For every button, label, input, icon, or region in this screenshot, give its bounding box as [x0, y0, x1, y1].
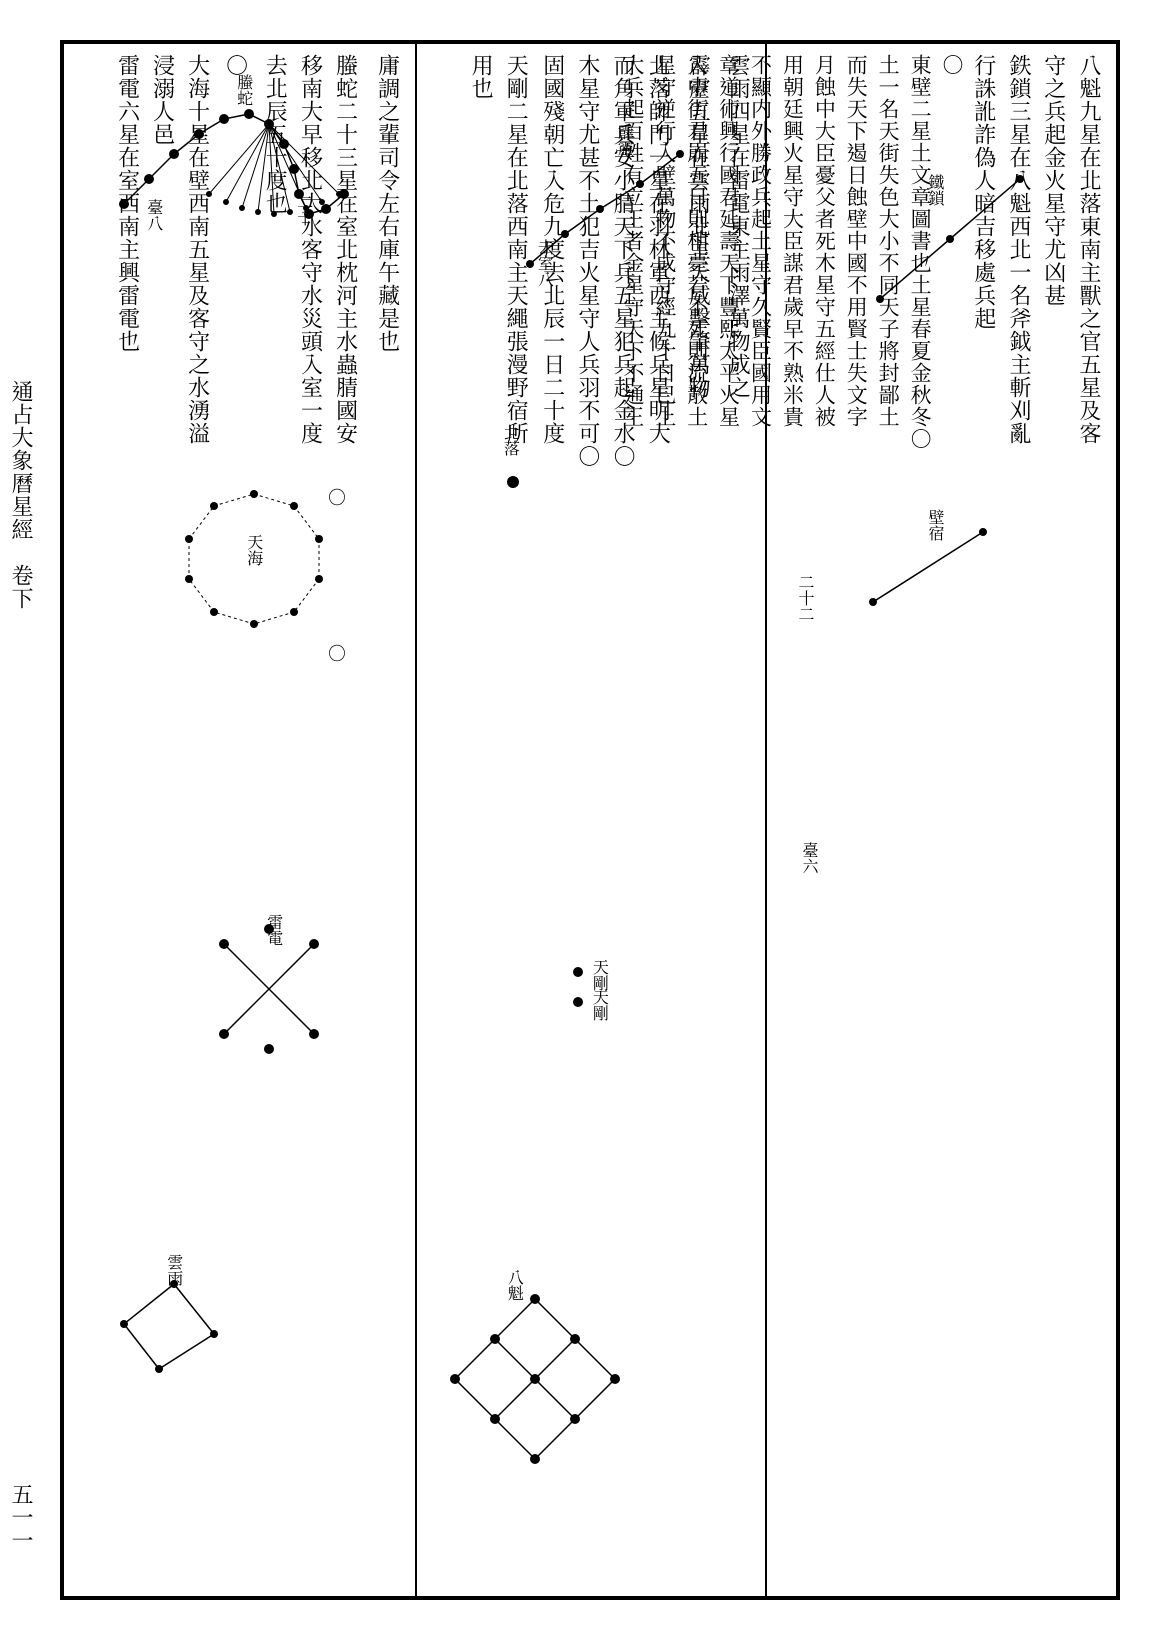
leidian-caption: 雷電: [264, 914, 285, 946]
page: 通占大象曆星經 卷下 五一一 庸調之輩司令左右庫午藏是也 螣蛇 臺八 二十 螣蛇…: [0, 0, 1164, 1652]
yunyu-asterism: [114, 1274, 224, 1384]
circle-mark-top: ○: [328, 484, 346, 510]
tiangang-caption1: 天剛: [590, 959, 611, 991]
bakui-asterism: [445, 1294, 625, 1474]
col2-text-4: 天剛二星在北落西南主天繩張漫野宿所 用也: [465, 54, 535, 614]
col1-text-1: 庸調之輩司令左右庫午藏是也: [371, 54, 406, 484]
running-title: 通占大象曆星經 卷下: [10, 380, 40, 610]
content-frame: 庸調之輩司令左右庫午藏是也 螣蛇 臺八 二十 螣蛇二十三星在室北枕河主水蟲腈國安…: [60, 40, 1120, 1600]
col1-mark-circle: ○: [219, 54, 254, 84]
col3-text-3: ○ 東壁二星土文章圖書也土星春夏金秋冬○ 土一名天街失色大小不同天子將封鄙土 而…: [617, 54, 968, 1594]
tiangang-asterism: [570, 964, 590, 1014]
column-1: 庸調之輩司令左右庫午藏是也 螣蛇 臺八 二十 螣蛇二十三星在室北枕河主水蟲腈國安…: [64, 44, 415, 1596]
col3-text-1: 八魁九星在北落東南主獸之官五星及客 守之兵起金火星守尤凶甚: [1038, 54, 1108, 614]
yunyu-caption: 雲雨: [164, 1254, 185, 1286]
tianhai-caption: 天海: [244, 534, 265, 566]
col1-text-4: 大海十星在壁西南五星及客守之水湧溢 浸溺人邑: [146, 54, 216, 624]
bakui-caption: 八魁: [505, 1269, 526, 1301]
column-3: 八魁九星在北落東南主獸之官五星及客 守之兵起金火星守尤凶甚 鐵鎖 鉄鎖三星在八魁…: [765, 44, 1116, 1596]
circle-mark-bot: ○: [328, 640, 346, 666]
bisu-note: 臺六: [799, 842, 820, 874]
col3-small-note: 二十二: [795, 574, 816, 622]
tiangang-caption2: 天剛: [590, 989, 611, 1021]
col1-text-5: 雷電六星在室西南主興雷電也: [111, 54, 146, 524]
page-number: 五一一: [10, 1483, 40, 1552]
